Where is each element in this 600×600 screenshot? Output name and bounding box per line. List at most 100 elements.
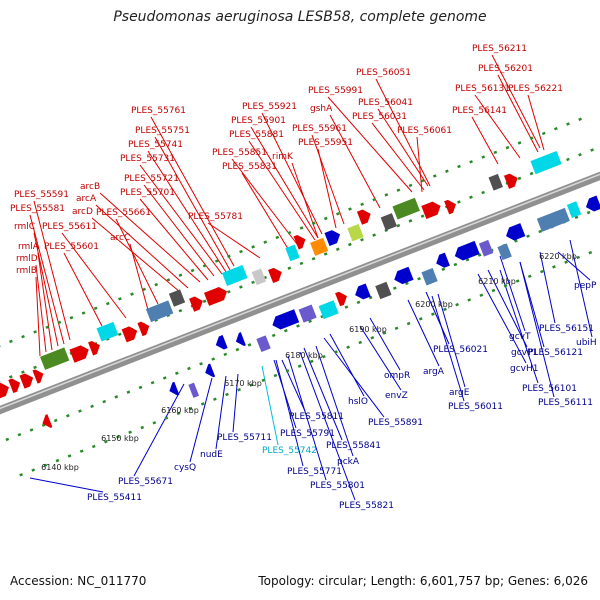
gene-label-reverse: nudE xyxy=(200,450,223,460)
gene-label-forward: rmlA xyxy=(18,242,40,252)
tick-mark xyxy=(67,454,72,458)
tick-mark xyxy=(323,216,328,221)
tick-mark xyxy=(503,284,508,288)
ruler-label: 6150 kbp xyxy=(101,434,139,443)
gene-feature xyxy=(205,363,216,378)
leader-line xyxy=(287,355,327,481)
leader-line xyxy=(61,232,127,319)
leader-line xyxy=(35,264,47,353)
tick-mark xyxy=(394,326,399,331)
gene-label-reverse: PLES_55811 xyxy=(289,412,344,422)
tick-mark xyxy=(126,390,131,394)
leader-line xyxy=(474,94,521,159)
gene-label-reverse: PLES_56111 xyxy=(538,398,593,408)
tick-mark xyxy=(239,285,243,289)
tick-mark xyxy=(408,183,413,188)
leader-line xyxy=(215,375,227,450)
tick-mark xyxy=(118,297,122,301)
ruler-label: 6160 kbp xyxy=(161,406,199,415)
gene-feature xyxy=(96,321,119,342)
gene-feature xyxy=(42,414,53,428)
tick-mark xyxy=(104,440,108,444)
gene-label-forward: PLES_56031 xyxy=(352,112,407,122)
gene-label-reverse: PLES_55711 xyxy=(217,433,272,443)
leader-line xyxy=(569,239,593,338)
leader-line xyxy=(315,345,354,457)
gene-label-forward: PLES_55881 xyxy=(229,130,284,140)
tick-mark xyxy=(138,385,143,390)
tick-mark xyxy=(566,157,570,162)
tick-mark xyxy=(420,214,425,218)
tick-mark xyxy=(529,171,534,176)
tick-mark xyxy=(79,449,84,453)
tick-mark xyxy=(469,195,473,199)
leader-line xyxy=(207,222,261,259)
tick-mark xyxy=(417,277,421,281)
leader-line xyxy=(477,273,527,364)
tick-mark xyxy=(263,240,268,244)
gene-feature xyxy=(189,296,203,312)
leader-line xyxy=(261,365,279,446)
leader-line xyxy=(323,337,385,418)
leader-line xyxy=(487,269,528,348)
genome-backbone xyxy=(0,171,600,415)
ruler-label: 6170 kbp xyxy=(224,379,262,388)
tick-mark xyxy=(114,395,119,399)
gene-feature xyxy=(380,213,397,231)
tick-mark xyxy=(405,281,409,286)
gene-label-forward: arcA xyxy=(76,194,97,204)
gene-feature xyxy=(444,199,456,215)
tick-mark xyxy=(515,279,520,283)
gene-feature xyxy=(293,234,306,250)
gene-feature xyxy=(530,150,562,175)
tick-mark xyxy=(481,155,486,159)
leader-line xyxy=(231,158,301,249)
gene-feature xyxy=(298,304,317,323)
tick-mark xyxy=(69,316,74,320)
gene-feature xyxy=(536,207,570,232)
tick-mark xyxy=(178,308,183,313)
leader-line xyxy=(95,204,189,289)
gene-label-forward: PLES_56201 xyxy=(478,64,533,74)
tick-mark xyxy=(431,312,435,316)
tick-mark xyxy=(564,260,568,264)
gene-label-forward: gshA xyxy=(310,104,333,114)
gene-feature xyxy=(585,195,600,212)
tick-mark xyxy=(176,411,181,416)
gene-feature xyxy=(32,369,44,384)
gene-feature xyxy=(121,326,138,343)
tick-mark xyxy=(45,325,50,329)
leader-line xyxy=(527,94,545,151)
tick-mark xyxy=(420,178,425,183)
leader-line xyxy=(275,359,304,467)
tick-mark xyxy=(285,369,290,373)
gene-feature xyxy=(356,209,371,225)
gene-label-forward: PLES_55831 xyxy=(222,162,277,172)
leader-line xyxy=(37,252,53,351)
leader-line xyxy=(143,184,215,277)
tick-mark xyxy=(116,435,120,439)
gene-label-forward: PLES_56061 xyxy=(397,126,452,136)
gene-feature xyxy=(421,201,441,219)
tick-mark xyxy=(491,288,496,293)
tick-mark xyxy=(251,245,255,249)
tick-mark xyxy=(588,250,593,255)
tick-mark xyxy=(590,148,594,152)
gene-label-reverse: ubiH xyxy=(576,338,597,348)
tick-mark xyxy=(370,336,375,340)
tick-mark xyxy=(453,262,458,267)
gene-labels: PLES_56211 PLES_56201 PLES_56051 PLES_56131… xyxy=(10,44,597,511)
leader-line xyxy=(150,116,235,267)
gene-feature xyxy=(256,335,271,353)
gene-label-reverse: PLES_55841 xyxy=(326,441,381,451)
tick-mark xyxy=(174,371,179,375)
tick-mark xyxy=(21,334,25,339)
tick-mark xyxy=(226,290,231,294)
tick-mark xyxy=(441,267,446,271)
gene-feature xyxy=(355,283,371,300)
leader-line xyxy=(539,251,556,324)
tick-mark xyxy=(162,376,167,380)
tick-mark xyxy=(5,437,10,442)
tick-mark xyxy=(552,265,556,269)
